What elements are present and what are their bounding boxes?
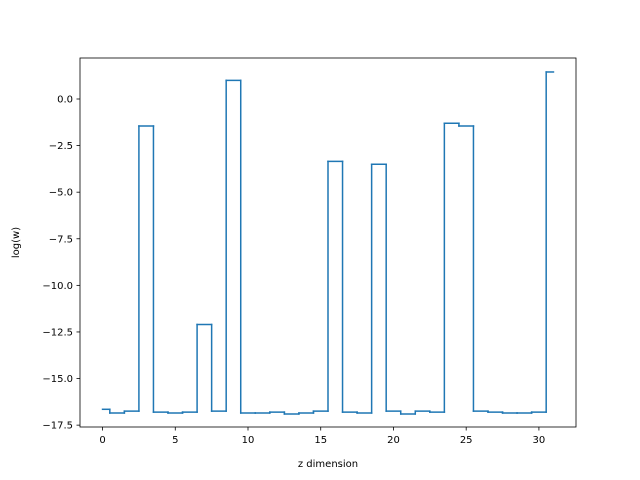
y-tick-label: −2.5 bbox=[49, 141, 73, 152]
x-axis-label: z dimension bbox=[298, 459, 358, 470]
x-tick-label: 25 bbox=[460, 435, 473, 446]
y-tick-label: −10.0 bbox=[42, 281, 73, 292]
y-tick-label: −5.0 bbox=[49, 188, 73, 199]
y-tick-label: −12.5 bbox=[42, 327, 73, 338]
x-tick-label: 30 bbox=[533, 435, 546, 446]
x-tick-label: 15 bbox=[314, 435, 327, 446]
x-tick-label: 20 bbox=[387, 435, 400, 446]
y-tick-label: −7.5 bbox=[49, 234, 73, 245]
x-tick-label: 0 bbox=[99, 435, 105, 446]
plot-area bbox=[101, 71, 555, 415]
y-axis: 0.0 −2.5 −5.0 −7.5 −10.0 −12.5 −15.0 −17.5 bbox=[42, 95, 80, 432]
y-tick-label: −17.5 bbox=[42, 421, 73, 432]
y-axis-label: log(w) bbox=[11, 227, 22, 258]
x-tick-label: 5 bbox=[172, 435, 178, 446]
y-tick-label: −15.0 bbox=[42, 374, 73, 385]
y-tick-label: 0.0 bbox=[57, 95, 73, 106]
x-tick-label: 10 bbox=[242, 435, 255, 446]
plot-frame bbox=[79, 57, 577, 428]
x-axis: 0 5 10 15 20 25 30 bbox=[99, 427, 545, 446]
